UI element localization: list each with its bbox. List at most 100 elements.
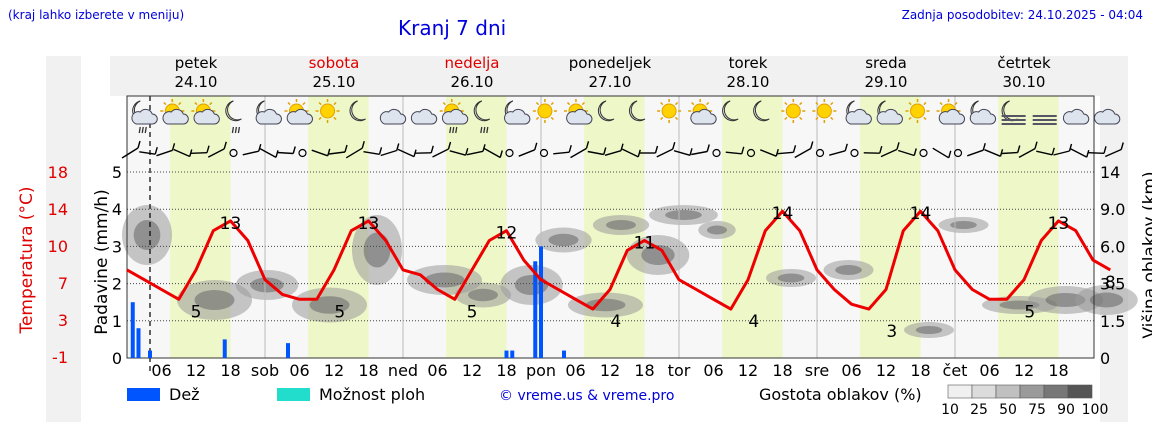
- temperature-line: [126, 209, 1112, 311]
- wind-barb-tick: [1120, 142, 1124, 150]
- wind-barb: [139, 151, 156, 155]
- sun-icon: [905, 99, 930, 123]
- x-tick-label: 12: [600, 361, 620, 380]
- sun-icon: [532, 99, 557, 123]
- temp-value-label: 5: [191, 302, 202, 322]
- rain-bar: [136, 328, 141, 358]
- wind-barb: [259, 148, 277, 158]
- wind-barb-tick: [499, 150, 503, 158]
- wind-barb: [829, 150, 846, 156]
- wind-barb-tick: [1086, 149, 1090, 158]
- moon-icon: [597, 100, 615, 122]
- wind-barb-tick: [810, 141, 814, 149]
- day-header: torek 28.10: [703, 54, 793, 92]
- wind-barb-tick: [1068, 143, 1073, 152]
- day-date: 24.10: [174, 73, 218, 91]
- wind-barb-tick: [534, 142, 538, 151]
- day-header: sreda 29.10: [841, 54, 931, 92]
- rain-bar: [222, 339, 227, 358]
- x-tick-label: 18: [910, 361, 930, 380]
- x-tick-label: 12: [462, 361, 482, 380]
- day-name: sreda: [865, 54, 907, 72]
- wind-barb-tick: [344, 144, 348, 153]
- wind-barb: [207, 148, 225, 158]
- x-tick-label: 18: [772, 361, 792, 380]
- wind-barb: [621, 148, 639, 158]
- wind-barb-tick: [896, 142, 900, 150]
- x-tick-label: 06: [841, 361, 861, 380]
- showers-legend-swatch: [277, 388, 310, 401]
- wind-barb-tick: [568, 144, 572, 153]
- cloud-height-tick-label: 6.0: [1100, 237, 1125, 256]
- wind-barb-tick: [603, 147, 607, 155]
- wind-barb: [449, 150, 466, 156]
- wind-barb-tick: [620, 143, 624, 151]
- temp-axis-label: Temperatura (°C): [17, 186, 37, 334]
- location-note: (kraj lahko izberete v meniju): [8, 8, 185, 22]
- temp-tick-label: 3: [58, 311, 68, 330]
- temp-value-label: 14: [772, 204, 794, 224]
- copyright-link[interactable]: © vreme.us & vreme.pro: [499, 388, 675, 404]
- wind-barb: [173, 148, 191, 158]
- day-date: 25.10: [312, 73, 356, 91]
- daylight-band: [998, 96, 1059, 358]
- day-header: petek 24.10: [151, 54, 241, 92]
- wind-barb-tick: [430, 145, 434, 154]
- x-tick-label: sob: [251, 361, 279, 380]
- wind-barb: [777, 151, 794, 155]
- density-tick-label: 25: [970, 402, 988, 418]
- wind-barb-tick: [706, 144, 710, 152]
- wind-barb-tick: [171, 143, 176, 151]
- x-tick-label: 18: [496, 361, 516, 380]
- wind-barb: [121, 147, 139, 159]
- wind-barb-tick: [137, 140, 141, 149]
- density-tick-label: 50: [999, 402, 1017, 418]
- x-tick-label: ned: [388, 361, 418, 380]
- x-tick-label: sre: [805, 361, 829, 380]
- density-swatch: [947, 384, 973, 399]
- cloud-density-core: [950, 221, 977, 229]
- sun-icon: [812, 99, 837, 123]
- rain-bar: [533, 261, 538, 358]
- rain-bar: [539, 246, 543, 358]
- plot-frame: [126, 95, 1095, 359]
- wind-barb-tick: [465, 147, 469, 156]
- cloud-density-core: [194, 290, 235, 310]
- wind-barb: [691, 150, 708, 156]
- temp-value-label: 8: [1105, 273, 1116, 293]
- day-name: sobota: [308, 54, 360, 72]
- day-date: 29.10: [864, 73, 908, 91]
- density-tick-label: 75: [1028, 402, 1046, 418]
- cloud-height-tick-label: 14: [1100, 163, 1120, 182]
- wind-barb-tick: [879, 145, 883, 154]
- day-date: 26.10: [450, 73, 494, 91]
- wind-barb: [898, 149, 915, 157]
- cloud-density-core: [1045, 293, 1086, 307]
- temp-tick-label: 10: [48, 237, 68, 256]
- temp-value-label: 12: [496, 224, 518, 244]
- rain-bar: [510, 350, 515, 358]
- cloud-density-core: [665, 210, 702, 220]
- x-tick-label: 18: [634, 361, 654, 380]
- x-tick-label: 18: [1048, 361, 1068, 380]
- temp-value-label: 5: [334, 302, 345, 322]
- wind-barb: [880, 148, 898, 158]
- density-swatch: [995, 384, 1021, 399]
- daylight-band: [860, 96, 921, 358]
- moon-cloud-icon: [845, 100, 872, 125]
- x-tick-label: tor: [668, 361, 691, 380]
- wind-barb: [1087, 151, 1105, 155]
- wind-barb: [1104, 148, 1122, 158]
- x-tick-label: 12: [186, 361, 206, 380]
- wind-barb: [604, 149, 622, 157]
- daylight-band: [446, 96, 507, 358]
- wind-barb: [932, 147, 950, 159]
- wind-barb-tick: [327, 148, 331, 157]
- precip-tick-label: 1: [112, 312, 122, 331]
- density-tick-label: 100: [1082, 402, 1109, 418]
- wind-barb: [483, 147, 501, 159]
- density-tick-label: 10: [941, 402, 959, 418]
- precip-tick-label: 2: [112, 275, 122, 294]
- precip-tick-label: 0: [112, 349, 122, 368]
